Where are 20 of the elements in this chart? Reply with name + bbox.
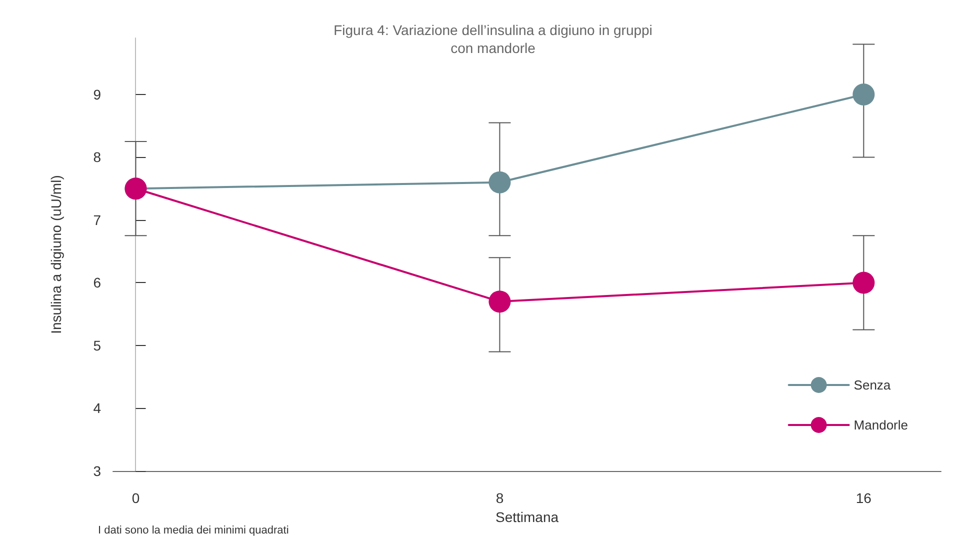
text: I dati sono la media dei minimi quadrati: [98, 524, 289, 536]
chart-title: Figura 4: Variazione dell’insulina a digiuno in gruppi con mandorle: [334, 22, 652, 56]
legend-label: Senza: [854, 378, 892, 392]
y-tick-label: 4: [93, 400, 102, 416]
x-tick-label: 0: [132, 490, 140, 506]
y-axis-title: Insulina a digiuno (uU/ml): [48, 175, 64, 334]
x-tick-label: 8: [496, 490, 504, 506]
y-tick-label: 3: [93, 463, 102, 479]
y-tick-label: 9: [93, 86, 102, 102]
y-tick-label: 7: [93, 212, 102, 228]
legend-label: Mandorle: [854, 418, 908, 432]
x-tick-label: 16: [856, 490, 872, 506]
point: [488, 171, 511, 194]
x-axis-title: Settimana: [495, 508, 559, 525]
point: [488, 290, 511, 313]
y-tick-label: 6: [93, 274, 102, 291]
y-tick-label: 5: [93, 337, 102, 354]
y-tick-label: 8: [93, 149, 102, 166]
point: [852, 83, 875, 106]
point: [852, 272, 875, 294]
